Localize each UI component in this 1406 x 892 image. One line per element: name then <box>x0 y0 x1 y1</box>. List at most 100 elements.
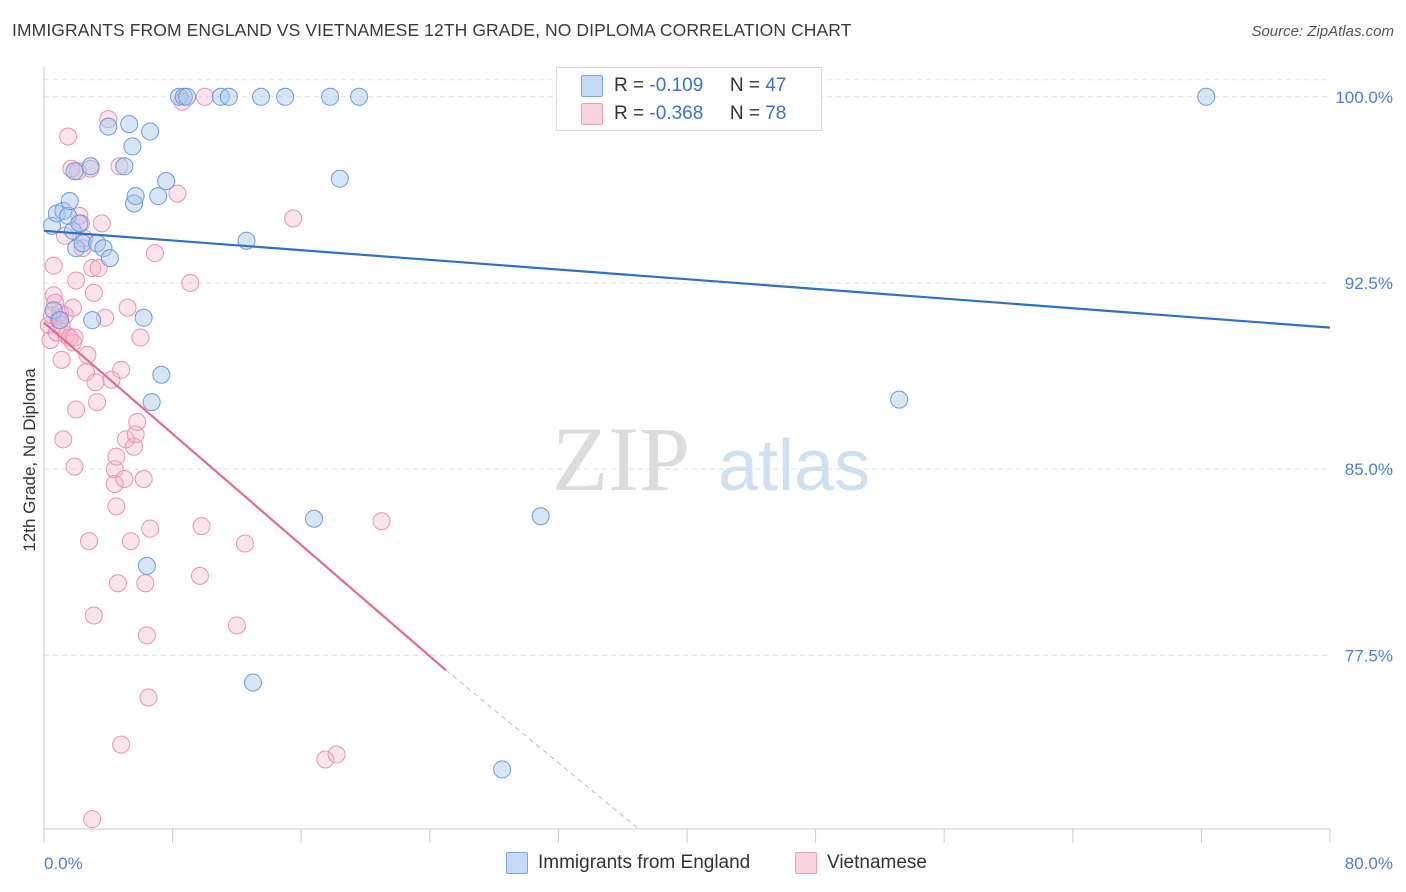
vietnamese-point <box>88 393 107 412</box>
watermark-atlas: atlas <box>718 426 870 506</box>
england-point <box>330 169 349 188</box>
axes <box>43 67 1331 843</box>
vietnamese-point <box>78 345 97 364</box>
england-point <box>1197 87 1216 106</box>
england-point <box>115 157 134 176</box>
y-tick-label: 92.5% <box>1345 274 1393 293</box>
vietnamese-point <box>136 574 155 593</box>
vietnamese-point <box>105 474 124 493</box>
vietnamese-point <box>192 517 211 536</box>
england-point <box>152 365 171 384</box>
vietnamese-point <box>110 157 129 176</box>
vietnamese-point <box>54 430 73 449</box>
vietnamese-point <box>108 574 127 593</box>
england-point <box>126 187 145 206</box>
series-legend: Immigrants from England Vietnamese <box>0 852 1406 878</box>
legend-n-label: N = <box>729 75 760 96</box>
legend-item-england: Immigrants from England <box>506 852 750 874</box>
vietnamese-point <box>235 534 254 553</box>
vietnamese-point <box>115 470 134 489</box>
legend-r-label: R = <box>614 103 645 124</box>
vietnamese-point <box>181 273 200 292</box>
england-point <box>149 187 168 206</box>
england-point <box>157 172 176 191</box>
vietnamese-point <box>84 283 103 302</box>
vietnamese-point <box>86 373 105 392</box>
england-point <box>142 393 161 412</box>
vietnamese-point <box>131 328 150 347</box>
vietnamese-point <box>145 244 164 263</box>
vietnamese-point <box>67 271 86 290</box>
england-point <box>141 122 160 141</box>
vietnamese-point <box>67 400 86 419</box>
england-point <box>60 192 79 211</box>
vietnamese-point <box>141 519 160 538</box>
chart-title: IMMIGRANTS FROM ENGLAND VS VIETNAMESE 12… <box>12 20 852 40</box>
england-point <box>51 311 70 330</box>
vietnamese-point <box>41 331 60 350</box>
england-point <box>178 87 197 106</box>
y-tick-label: 77.5% <box>1345 646 1393 665</box>
legend-item-vietnamese: Vietnamese <box>795 852 927 874</box>
vietnamese-point <box>118 298 137 317</box>
watermark: ZIP atlas <box>552 408 870 510</box>
vietnamese-point <box>134 470 153 489</box>
england-point <box>83 311 102 330</box>
vietnamese-point <box>190 566 209 585</box>
england-point <box>252 87 271 106</box>
england-point <box>59 206 78 225</box>
vietnamese-point <box>284 209 303 228</box>
vietnamese-point <box>316 750 335 769</box>
legend-n-value-england: 47 <box>765 75 787 96</box>
vietnamese-point <box>121 532 140 551</box>
x-tick-label: 80.0% <box>1345 854 1393 873</box>
watermark-zip: ZIP <box>552 408 690 510</box>
vietnamese-point <box>372 512 391 531</box>
legend-r-value-england: -0.109 <box>649 75 704 96</box>
england-point <box>54 201 73 220</box>
legend-label-england: Immigrants from England <box>538 852 751 873</box>
vietnamese-point <box>99 110 118 129</box>
vietnamese-point <box>327 745 346 764</box>
tick-labels: 77.5% 85.0% 92.5% 100.0% 0.0% 80.0% <box>44 88 1393 873</box>
vietnamese-point <box>139 688 158 707</box>
vietnamese-point <box>59 127 78 146</box>
england-point <box>44 301 63 320</box>
vietnamese-point <box>80 532 99 551</box>
vietnamese-point <box>44 256 63 275</box>
vietnamese-point <box>168 184 187 203</box>
england-point <box>321 87 340 106</box>
vietnamese-point <box>227 616 246 635</box>
legend-swatch-england <box>506 852 528 874</box>
vietnamese-point <box>63 298 82 317</box>
vietnamese-trend-extension <box>445 669 640 830</box>
y-tick-label: 100.0% <box>1335 88 1393 107</box>
legend-swatch-england <box>581 75 603 97</box>
england-point <box>99 117 118 136</box>
vietnamese-point <box>83 259 102 278</box>
vietnamese-point <box>112 735 131 754</box>
england-point <box>81 157 100 176</box>
legend-r-label: R = <box>614 75 645 96</box>
y-axis-label: 12th Grade, No Diploma <box>20 368 39 552</box>
england-point <box>120 115 139 134</box>
england-point <box>125 194 144 213</box>
england-point <box>137 556 156 575</box>
england-point <box>350 87 369 106</box>
vietnamese-trend-line <box>43 321 447 671</box>
x-tick-label: 0.0% <box>44 854 83 873</box>
vietnamese-point <box>65 328 84 347</box>
england-point <box>123 137 142 156</box>
vietnamese-point <box>89 259 108 278</box>
england-point <box>890 390 909 409</box>
vietnamese-point <box>83 810 102 829</box>
legend-label-vietnamese: Vietnamese <box>827 852 927 873</box>
legend-n-label: N = <box>729 103 760 124</box>
vietnamese-point <box>112 360 131 379</box>
grid-lines <box>44 79 1330 656</box>
vietnamese-point <box>65 457 84 476</box>
trend-lines <box>43 229 1331 830</box>
england-point <box>65 162 84 181</box>
legend-swatch-vietnamese <box>581 103 603 125</box>
